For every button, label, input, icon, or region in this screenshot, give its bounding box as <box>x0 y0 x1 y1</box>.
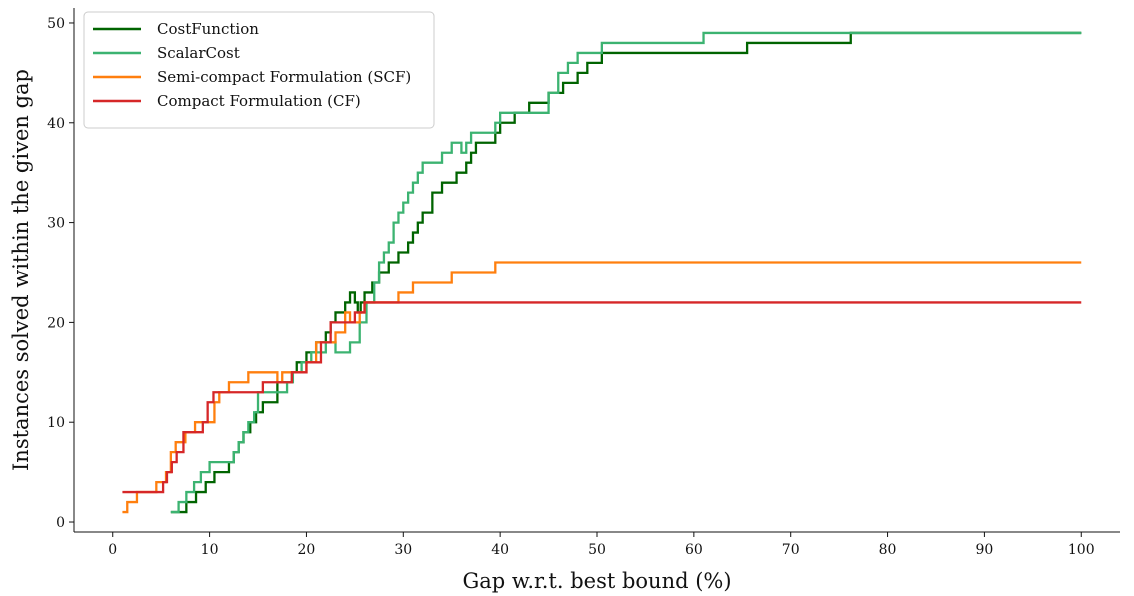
y-tick-label: 40 <box>47 116 65 132</box>
x-tick-label: 100 <box>1068 542 1095 558</box>
series-line-scf <box>122 261 1082 514</box>
y-tick-label: 30 <box>47 216 65 232</box>
legend-label-costfunction: CostFunction <box>157 20 259 38</box>
x-axis-label: Gap w.r.t. best bound (%) <box>462 569 731 593</box>
y-tick-label: 10 <box>47 415 65 431</box>
legend-label-scalarcost: ScalarCost <box>157 44 240 62</box>
x-tick-label: 70 <box>782 542 800 558</box>
axes: 0 10 20 30 40 50 60 70 80 90 100 0 10 20 30 40 50 <box>47 8 1120 558</box>
x-tick-label: 40 <box>491 542 509 558</box>
legend-label-cf: Compact Formulation (CF) <box>157 92 361 110</box>
plot-area <box>122 31 1082 514</box>
y-tick-label: 50 <box>47 16 65 32</box>
x-tick-label: 30 <box>394 542 412 558</box>
x-tick-label: 0 <box>108 542 117 558</box>
y-tick-label: 0 <box>56 515 65 531</box>
series-line-cf <box>122 301 1082 494</box>
y-tick-label: 20 <box>47 315 65 331</box>
x-tick-label: 60 <box>685 542 703 558</box>
series-line-scalarcost <box>170 31 1082 514</box>
y-axis-label: Instances solved within the given gap <box>9 69 33 471</box>
x-tick-label: 10 <box>201 542 219 558</box>
legend: CostFunction ScalarCost Semi-compact For… <box>83 11 435 129</box>
legend-box <box>83 11 435 129</box>
x-tick-label: 20 <box>298 542 316 558</box>
x-tick-label: 90 <box>975 542 993 558</box>
x-tick-label: 80 <box>879 542 897 558</box>
legend-label-scf: Semi-compact Formulation (SCF) <box>157 68 411 86</box>
x-tick-label: 50 <box>588 542 606 558</box>
